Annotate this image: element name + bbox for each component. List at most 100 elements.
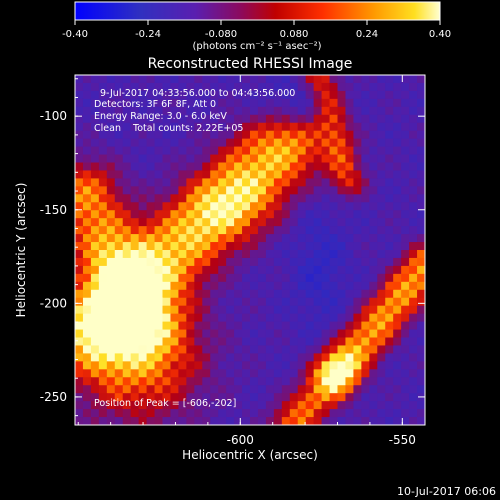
heatmap-cell (242, 154, 251, 164)
heatmap-cell (186, 377, 195, 386)
heatmap-cell (297, 82, 307, 92)
heatmap-cell (106, 345, 116, 354)
heatmap-cell (321, 257, 331, 267)
heatmap-cell (146, 281, 156, 291)
heatmap-cell (130, 186, 140, 195)
heatmap-cell (242, 329, 251, 339)
heatmap-cell (186, 114, 195, 124)
heatmap-cell (393, 122, 402, 132)
heatmap-cell (146, 337, 156, 347)
heatmap-cell (393, 146, 402, 156)
heatmap-cell (273, 401, 283, 410)
heatmap-cell (138, 234, 148, 243)
heatmap-cell (194, 305, 203, 315)
heatmap-cell (234, 202, 243, 211)
heatmap-cell (369, 329, 378, 339)
heatmap-cell (162, 122, 172, 132)
heatmap-cell (202, 409, 211, 418)
heatmap-cell (186, 202, 195, 211)
heatmap-cell (369, 250, 378, 259)
heatmap-cell (90, 170, 100, 179)
heatmap-cell (130, 98, 140, 108)
heatmap-cell (369, 194, 378, 203)
heatmap-cell (297, 130, 307, 140)
heatmap-cell (409, 289, 418, 299)
heatmap-cell (178, 377, 187, 386)
heatmap-cell (154, 393, 164, 402)
heatmap-cell (130, 417, 140, 425)
heatmap-cell (273, 170, 283, 179)
heatmap-cell (313, 138, 323, 148)
heatmap-cell (305, 393, 315, 402)
y-tick-label-3: -250 (40, 390, 67, 404)
heatmap-cell (273, 186, 283, 195)
heatmap-cell (130, 75, 140, 84)
heatmap-cell (257, 242, 267, 251)
heatmap-cell (146, 178, 156, 187)
heatmap-cell (385, 385, 394, 394)
heatmap-cell (218, 170, 227, 179)
heatmap-cell (114, 369, 124, 378)
heatmap-cell (114, 138, 124, 148)
heatmap-cell (345, 75, 354, 84)
heatmap-cell (345, 146, 354, 156)
heatmap-cell (138, 369, 148, 378)
heatmap-cell (281, 281, 291, 291)
heatmap-cell (353, 305, 362, 315)
heatmap-cell (265, 305, 275, 315)
heatmap-cell (226, 353, 235, 362)
heatmap-cell (122, 114, 132, 124)
heatmap-cell (162, 329, 172, 339)
heatmap-cell (218, 385, 227, 394)
heatmap-cell (242, 321, 251, 331)
heatmap-cell (281, 242, 291, 251)
heatmap-cell (289, 194, 299, 203)
heatmap-cell (90, 417, 100, 425)
heatmap-cell (273, 226, 283, 235)
heatmap-cell (218, 305, 227, 315)
heatmap-cell (226, 242, 235, 251)
heatmap-cell (361, 186, 370, 195)
heatmap-cell (305, 321, 315, 331)
heatmap-cell (210, 82, 219, 92)
heatmap-cell (146, 202, 156, 211)
heatmap-cell (130, 138, 140, 148)
heatmap-cell (281, 337, 291, 347)
heatmap-cell (369, 385, 378, 394)
heatmap-cell (409, 210, 418, 219)
heatmap-cell (98, 321, 108, 331)
heatmap-cell (321, 162, 331, 172)
heatmap-cell (345, 226, 354, 235)
heatmap-cell (82, 130, 92, 140)
heatmap-cell (337, 194, 347, 203)
heatmap-cell (377, 265, 386, 275)
heatmap-cell (194, 401, 203, 410)
heatmap-cell (154, 353, 164, 362)
heatmap-cell (162, 82, 172, 92)
heatmap-cell (305, 178, 315, 187)
heatmap-cell (417, 337, 425, 347)
heatmap-cell (289, 297, 299, 307)
heatmap-cell (377, 393, 386, 402)
heatmap-cell (210, 114, 219, 124)
heatmap-cell (154, 385, 164, 394)
heatmap-cell (313, 82, 323, 92)
heatmap-cell (226, 106, 235, 116)
heatmap-cell (281, 401, 291, 410)
heatmap-cell (353, 257, 362, 267)
heatmap-cell (90, 305, 100, 315)
heatmap-cell (162, 75, 172, 84)
heatmap-cell (130, 242, 140, 251)
heatmap-cell (305, 401, 315, 410)
heatmap-cell (377, 162, 386, 172)
heatmap-cell (321, 210, 331, 219)
x-tick-label-1: -550 (389, 433, 416, 447)
heatmap-cell (329, 122, 339, 132)
heatmap-cell (138, 385, 148, 394)
heatmap-cell (138, 210, 148, 219)
heatmap-cell (226, 122, 235, 132)
heatmap-cell (329, 409, 339, 418)
heatmap-cell (329, 170, 339, 179)
annotation-detectors: Detectors: 3F 6F 8F, Att 0 (94, 99, 216, 110)
heatmap-cell (377, 194, 386, 203)
